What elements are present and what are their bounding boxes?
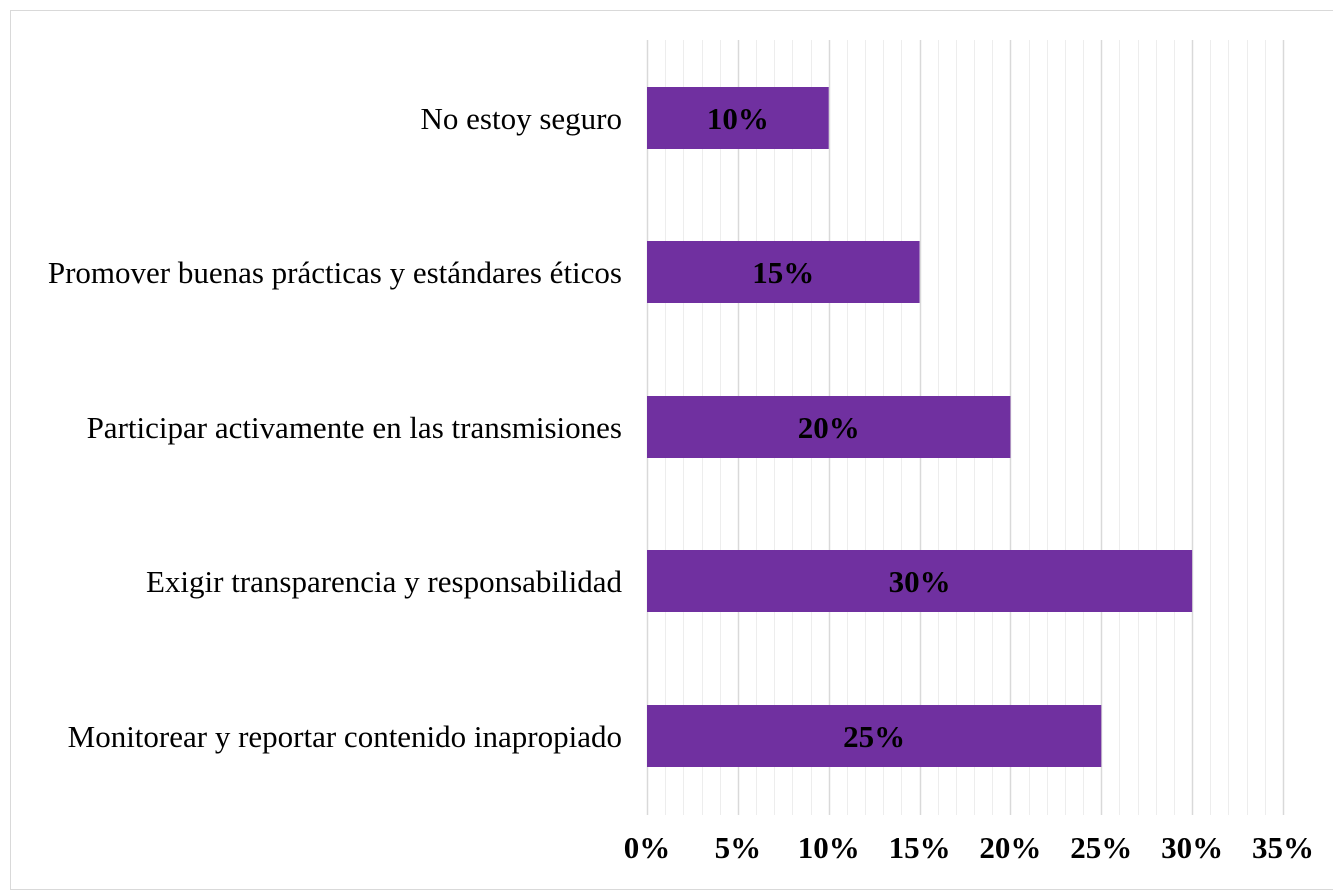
x-tick-label: 30% [1161, 830, 1223, 865]
category-label: Monitorear y reportar contenido inapropi… [68, 719, 622, 754]
x-tick-label: 5% [715, 830, 762, 865]
category-labels: No estoy seguro Promover buenas prácticas… [48, 101, 623, 754]
bar-data-label: 20% [798, 410, 860, 445]
bar [647, 705, 1102, 767]
bars: 10% 15% 20% 30% 25% [647, 87, 1193, 767]
bar-data-label: 10% [707, 101, 769, 136]
x-tick-label: 25% [1070, 830, 1132, 865]
bar-data-label: 15% [752, 255, 814, 290]
x-tick-label: 35% [1252, 830, 1314, 865]
bar [647, 87, 829, 149]
bar [647, 550, 1193, 612]
bar [647, 241, 920, 303]
category-label: Participar activamente en las transmisio… [87, 410, 622, 445]
category-label: Promover buenas prácticas y estándares é… [48, 255, 622, 290]
x-tick-label: 20% [979, 830, 1041, 865]
x-tick-label: 0% [624, 830, 671, 865]
x-axis-tick-labels: 0% 5% 10% 15% 20% 25% 30% 35% [624, 830, 1314, 865]
category-label: No estoy seguro [421, 101, 622, 136]
bar-data-label: 25% [843, 719, 905, 754]
category-label: Exigir transparencia y responsabilidad [146, 564, 623, 599]
bar-data-label: 30% [889, 564, 951, 599]
bar [647, 396, 1011, 458]
x-tick-label: 10% [798, 830, 860, 865]
x-tick-label: 15% [889, 830, 951, 865]
